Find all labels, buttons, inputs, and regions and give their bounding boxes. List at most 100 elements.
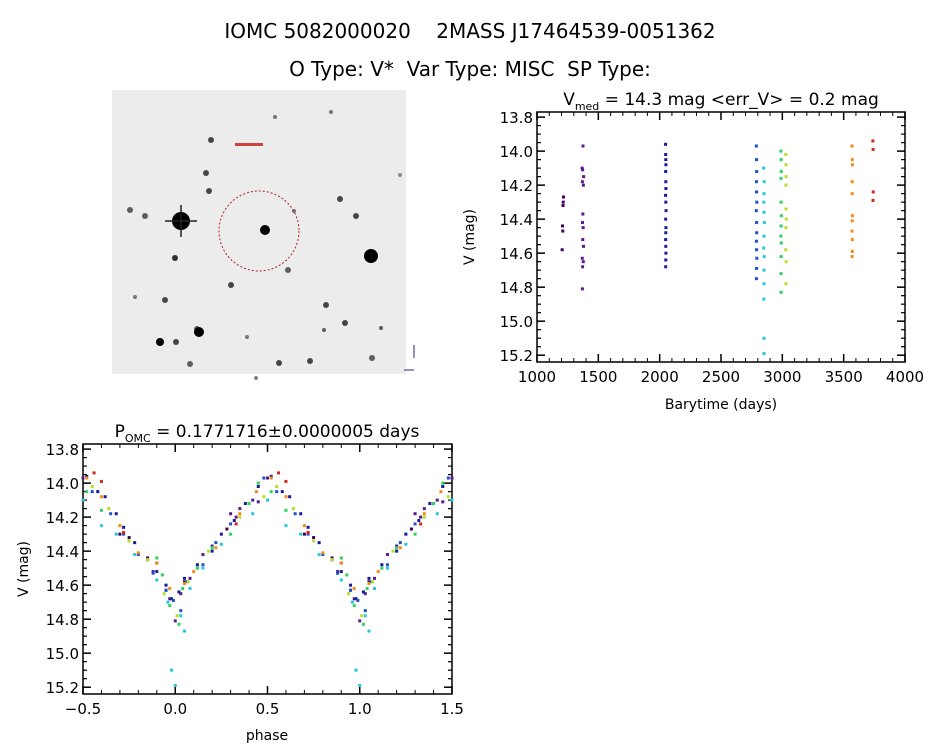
- lightcurve-point: [664, 244, 668, 248]
- y-tick-label: 14.4: [46, 543, 79, 561]
- lightcurve-point: [755, 221, 759, 225]
- phase-point: [151, 571, 155, 575]
- phase-point: [380, 566, 384, 570]
- phase-point: [201, 563, 205, 567]
- phase-point: [365, 587, 369, 591]
- lightcurve-point: [755, 190, 759, 194]
- y-tick-label: 15.0: [46, 645, 79, 663]
- lightcurve-point: [581, 226, 585, 230]
- phase-point: [339, 578, 343, 582]
- phase-point: [214, 541, 218, 545]
- phase-point: [186, 580, 190, 584]
- phase-point: [371, 580, 375, 584]
- star: [273, 115, 277, 119]
- phase-point: [413, 522, 417, 526]
- phase-point: [280, 490, 284, 494]
- phase-point: [234, 522, 238, 526]
- lightcurve-point: [754, 239, 758, 243]
- lightcurve-point: [581, 260, 585, 264]
- phase-point: [358, 683, 362, 687]
- phase-point: [155, 578, 159, 582]
- star: [276, 360, 282, 366]
- lightcurve-point: [560, 248, 564, 252]
- lightcurve-point: [850, 158, 854, 162]
- phase-plot: POMC = 0.1771716±0.0000005 days phase V …: [16, 422, 464, 744]
- phase-point: [404, 542, 408, 546]
- phase-point: [284, 508, 288, 512]
- phase-point: [352, 587, 356, 591]
- phase-point: [168, 604, 172, 608]
- y-tick-label: 14.0: [46, 475, 79, 493]
- lightcurve-ylabel: V (mag): [462, 209, 478, 265]
- lightcurve-point: [755, 248, 759, 252]
- phase-point: [330, 556, 334, 560]
- phase-point: [350, 600, 354, 604]
- star: [323, 302, 329, 308]
- phase-point: [85, 476, 89, 480]
- y-tick-label: 13.8: [46, 441, 79, 459]
- phase-point: [127, 536, 131, 540]
- phase-point: [306, 532, 310, 536]
- header-line2: O Type: V* Var Type: MISC SP Type:: [289, 57, 651, 81]
- phase-point: [349, 588, 353, 592]
- lightcurve-point: [784, 282, 788, 286]
- lightcurve-point: [762, 221, 766, 225]
- phase-point: [395, 544, 399, 548]
- lightcurve-point: [755, 170, 759, 174]
- phase-point: [160, 573, 164, 577]
- star: [285, 267, 291, 273]
- phase-point: [254, 490, 258, 494]
- phase-point: [238, 515, 242, 519]
- x-tick-label: 1500: [579, 368, 617, 386]
- phase-point: [302, 524, 306, 528]
- phase-point: [266, 476, 269, 480]
- lightcurve-point: [755, 231, 759, 235]
- star: [342, 320, 348, 326]
- lightcurve-point: [784, 163, 788, 167]
- phase-point: [182, 576, 186, 580]
- star: [133, 295, 137, 299]
- phase-point: [419, 522, 423, 526]
- phase-point: [361, 622, 365, 626]
- lightcurve-point: [664, 153, 668, 157]
- lightcurve-point: [755, 256, 759, 260]
- phase-point: [349, 583, 353, 587]
- star: [162, 297, 168, 303]
- star: [245, 335, 249, 339]
- lightcurve-point: [762, 297, 766, 301]
- phase-point: [404, 532, 408, 536]
- y-tick-label: 14.2: [46, 509, 79, 527]
- lightcurve-point: [664, 217, 668, 221]
- x-tick-label: −0.5: [65, 700, 101, 718]
- phase-point: [422, 512, 426, 516]
- lightcurve-point: [779, 158, 783, 162]
- phase-point: [247, 502, 251, 506]
- phase-point: [151, 570, 155, 574]
- lightcurve-point: [754, 144, 758, 148]
- star: [398, 173, 402, 177]
- phase-point: [179, 609, 183, 613]
- star: [307, 358, 313, 364]
- phase-point: [269, 490, 273, 494]
- star: [206, 188, 212, 194]
- phase-point: [171, 598, 175, 602]
- lightcurve-point: [762, 351, 766, 355]
- phase-point: [380, 563, 384, 567]
- phase-point: [85, 490, 89, 494]
- star: [208, 137, 214, 143]
- lightcurve-point: [561, 195, 565, 199]
- phase-point: [321, 551, 325, 555]
- lightcurve-point: [784, 175, 788, 179]
- phase-point: [441, 481, 445, 485]
- lightcurve-point: [762, 192, 766, 196]
- lightcurve-point: [784, 248, 788, 252]
- phase-point: [99, 524, 103, 528]
- phase-point: [109, 512, 113, 516]
- phase-point: [317, 553, 321, 557]
- y-tick-label: 15.2: [500, 347, 533, 365]
- phase-point: [234, 515, 238, 519]
- x-tick-label: 2000: [641, 368, 679, 386]
- phase-point: [155, 570, 159, 574]
- lightcurve-point: [580, 180, 584, 184]
- phase-point: [345, 573, 349, 577]
